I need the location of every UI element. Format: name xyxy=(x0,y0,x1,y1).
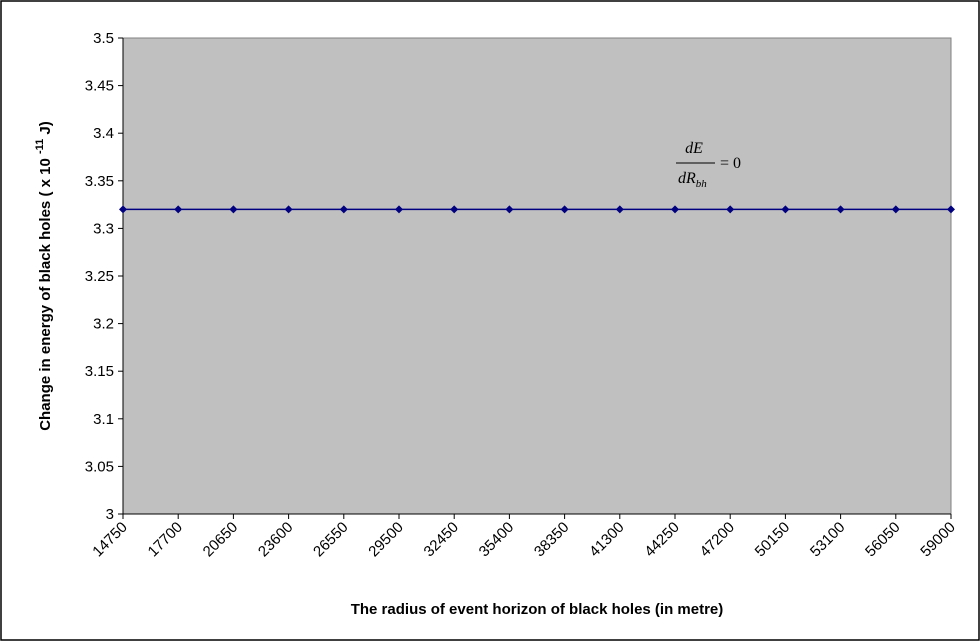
data-point-marker xyxy=(560,205,569,214)
data-point-marker xyxy=(339,205,348,214)
data-point-marker xyxy=(174,205,183,214)
series-group xyxy=(119,205,955,214)
data-point-marker xyxy=(229,205,238,214)
annotation-rhs: = 0 xyxy=(720,155,741,172)
y-tick-label: 3.05 xyxy=(85,458,114,475)
y-axis: 3 3.05 3.1 3.15 3.2 3.25 3.3 3.35 3.4 3.45 3.5 xyxy=(85,30,124,523)
y-tick-label: 3.2 xyxy=(93,316,114,333)
y-tick-label: 3.35 xyxy=(85,173,114,190)
y-tick-label: 3.45 xyxy=(85,78,114,95)
y-tick-label: 3.4 xyxy=(93,125,114,142)
y-tick-label: 3.1 xyxy=(93,411,114,428)
data-point-marker xyxy=(284,205,293,214)
data-point-marker xyxy=(505,205,514,214)
derivative-annotation: dE dRbh = 0 xyxy=(676,140,741,190)
data-point-marker xyxy=(615,205,624,214)
data-point-marker xyxy=(726,205,735,214)
data-point-marker xyxy=(119,205,127,214)
data-point-marker xyxy=(450,205,459,214)
data-point-marker xyxy=(947,205,955,214)
y-axis-title: Change in energy of black holes ( x 10 -… xyxy=(34,121,54,431)
y-tick-label: 3.5 xyxy=(93,30,114,47)
annotation-numerator: dE xyxy=(685,140,703,157)
data-point-marker xyxy=(395,205,403,214)
x-axis-title: The radius of event horizon of black hol… xyxy=(351,601,724,618)
plot-area xyxy=(122,37,952,515)
y-tick-label: 3.3 xyxy=(93,220,114,237)
y-tick-label: 3 xyxy=(106,506,114,523)
data-point-marker xyxy=(891,205,900,214)
y-tick-label: 3.15 xyxy=(85,363,114,380)
annotation-denominator: dRbh xyxy=(678,170,707,190)
data-point-marker xyxy=(781,205,790,214)
data-point-marker xyxy=(836,205,845,214)
data-point-marker xyxy=(671,205,679,214)
y-tick-label: 3.25 xyxy=(85,268,114,285)
